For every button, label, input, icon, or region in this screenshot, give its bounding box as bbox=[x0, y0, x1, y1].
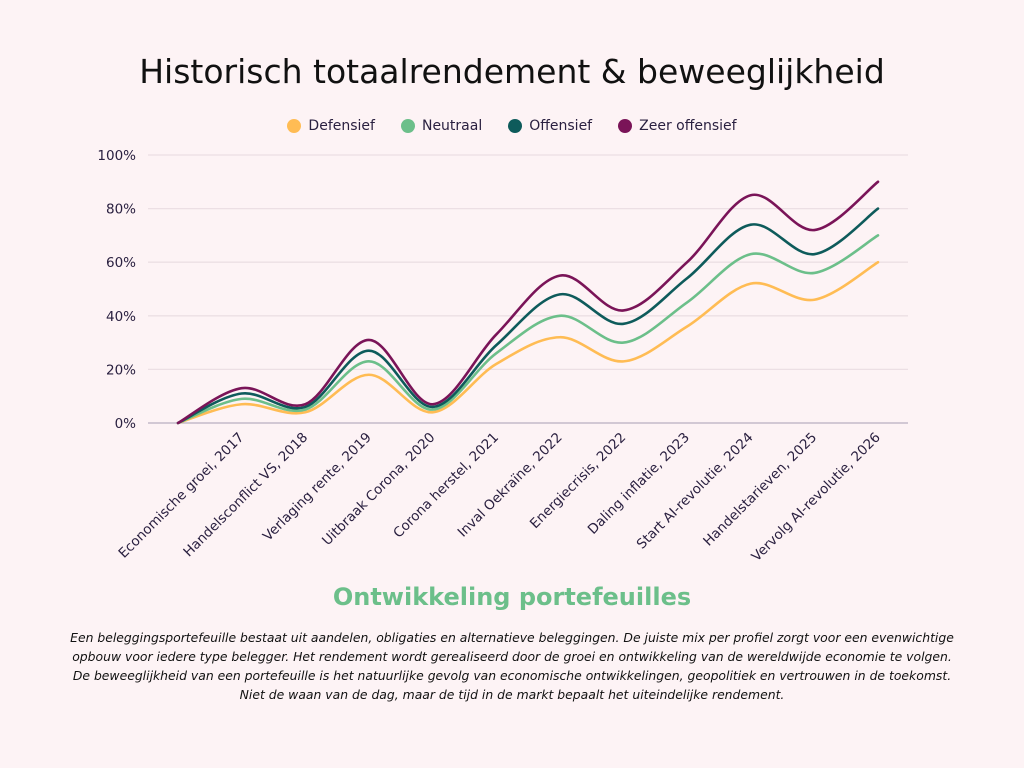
x-tick-label: Handelstarieven, 2025 bbox=[700, 430, 820, 550]
x-tick-label: Economische groei, 2017 bbox=[116, 430, 248, 562]
y-tick-label: 100% bbox=[97, 148, 136, 164]
y-tick-label: 60% bbox=[106, 255, 136, 271]
x-tick-label: Uitbraak Corona, 2020 bbox=[319, 430, 438, 549]
legend: Defensief Neutraal Offensief Zeer offensief bbox=[0, 118, 1024, 134]
chart-title: Historisch totaalrendement & beweeglijkh… bbox=[139, 52, 885, 91]
legend-dot-icon bbox=[287, 119, 302, 133]
legend-item[interactable]: Zeer offensief bbox=[618, 118, 737, 134]
y-tick-label: 20% bbox=[106, 362, 136, 378]
legend-dot-icon bbox=[400, 119, 415, 133]
legend-label: Offensief bbox=[529, 118, 593, 134]
series-line-zeer-offensief bbox=[176, 180, 880, 425]
line-chart: 0% 20% 40% 60% 80% 100% Economische groei, 201… bbox=[97, 148, 908, 565]
series-line-offensief bbox=[176, 207, 880, 425]
y-tick-label: 0% bbox=[115, 416, 137, 432]
y-tick-label: 40% bbox=[106, 309, 136, 325]
x-axis-label: Ontwikkeling portefeuilles bbox=[332, 583, 692, 611]
description-text: Een beleggingsportefeuille bestaat uit a… bbox=[70, 630, 954, 702]
x-tick-label: Corona herstel, 2021 bbox=[390, 430, 502, 542]
y-tick-label: 80% bbox=[106, 202, 136, 218]
x-tick-label: Start AI-revolutie, 2024 bbox=[634, 430, 757, 553]
legend-label: Neutraal bbox=[421, 118, 483, 134]
x-tick-label: Inval Oekraïne, 2022 bbox=[455, 430, 566, 541]
legend-dot-icon bbox=[508, 119, 523, 133]
x-tick-label: Verlaging rente, 2019 bbox=[260, 430, 375, 545]
legend-dot-icon bbox=[618, 119, 633, 133]
legend-label: Defensief bbox=[308, 118, 375, 134]
legend-label: Zeer offensief bbox=[639, 118, 737, 134]
x-tick-label: Vervolg AI-revolutie, 2026 bbox=[748, 430, 883, 565]
series-line-defensief bbox=[176, 260, 880, 425]
legend-item[interactable]: Neutraal bbox=[400, 118, 483, 134]
legend-item[interactable]: Offensief bbox=[508, 118, 592, 134]
legend-item[interactable]: Defensief bbox=[287, 118, 375, 134]
series-line-neutraal bbox=[176, 234, 880, 425]
x-tick-label: Handelsconflict VS, 2018 bbox=[180, 430, 311, 561]
